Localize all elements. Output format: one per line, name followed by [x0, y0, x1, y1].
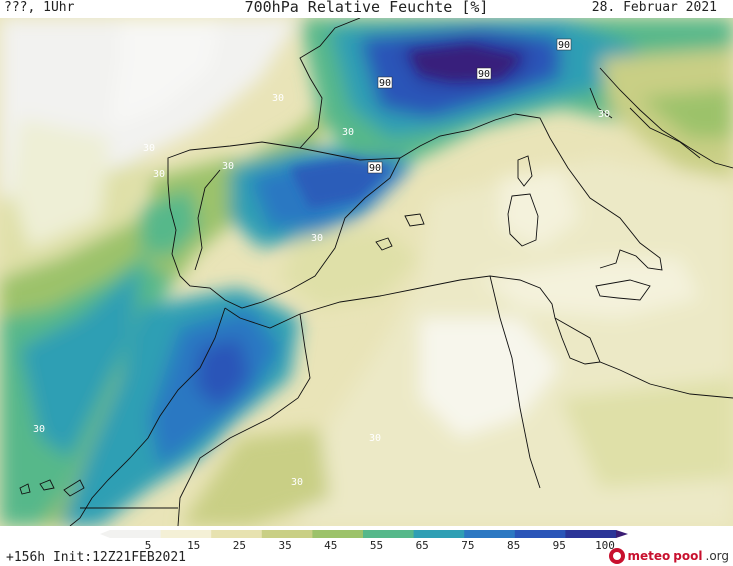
legend-tick-label: 35 [278, 539, 291, 550]
contour-label: 30 [272, 93, 284, 104]
legend-tick-label: 75 [461, 539, 474, 550]
contour-label: 90 [558, 40, 570, 51]
valid-time-label: ???, 1Uhr [4, 0, 75, 15]
legend-tick-label: 85 [507, 539, 520, 550]
legend-tick-label: 15 [187, 539, 200, 550]
contour-labels: 30 30 30 30 30 30 30 30 30 30 90 90 90 [33, 38, 610, 488]
contour-label: 30 [598, 109, 610, 120]
contour-label: 90 [478, 69, 490, 80]
legend-swatch [110, 530, 162, 538]
legend-swatch [413, 530, 465, 538]
humidity-core [290, 46, 520, 208]
header: ???, 1Uhr 700hPa Relative Feuchte [%] 28… [0, 0, 733, 18]
legend-colorbar: 5 15 25 35 45 55 65 75 85 95 100 [100, 530, 628, 552]
legend-tick-label: 5 [145, 539, 152, 550]
contour-label: 30 [342, 127, 354, 138]
contour-label: 30 [291, 477, 303, 488]
legend-tick-label: 65 [416, 539, 429, 550]
coastlines [19, 18, 733, 526]
legend-swatch [565, 530, 617, 538]
legend-swatch [464, 530, 516, 538]
contour-label: 30 [222, 161, 234, 172]
brand-logo: meteo pool .org [608, 546, 730, 566]
legend-swatch [363, 530, 415, 538]
meteopool-logo-icon [608, 548, 625, 564]
model-run-label: +156h Init:12Z21FEB2021 [6, 550, 187, 565]
legend-swatch [211, 530, 263, 538]
brand-text-b: pool [673, 549, 703, 563]
humidity-map-canvas: 30 30 30 30 30 30 30 30 30 30 90 90 90 [0, 18, 733, 526]
contour-label: 90 [379, 78, 391, 89]
legend-tick-label: 95 [553, 539, 566, 550]
contour-label: 90 [369, 163, 381, 174]
legend-start-arrow [100, 530, 110, 538]
legend-tick-label: 25 [233, 539, 246, 550]
color-legend: 5 15 25 35 45 55 65 75 85 95 100 [0, 526, 733, 566]
humidity-field [0, 18, 733, 526]
legend-tick-label: 100 [595, 539, 615, 550]
humidity-map: 30 30 30 30 30 30 30 30 30 30 90 90 90 [0, 18, 733, 526]
valid-date: 28. Februar 2021 [591, 0, 717, 15]
brand-text-a: meteo [627, 549, 671, 563]
legend-swatch [514, 530, 566, 538]
legend-tick-label: 45 [324, 539, 337, 550]
contour-label: 30 [369, 433, 381, 444]
map-title: 700hPa Relative Feuchte [%] [244, 0, 489, 16]
contour-label: 30 [311, 233, 323, 244]
contour-label: 30 [143, 143, 155, 154]
legend-tick-label: 55 [370, 539, 383, 550]
legend-swatch [160, 530, 212, 538]
brand-text-c: .org [705, 549, 730, 563]
legend-swatch [261, 530, 313, 538]
contour-label: 30 [153, 169, 165, 180]
contour-label: 30 [33, 424, 45, 435]
legend-swatch [312, 530, 364, 538]
legend-end-arrow [616, 530, 628, 538]
